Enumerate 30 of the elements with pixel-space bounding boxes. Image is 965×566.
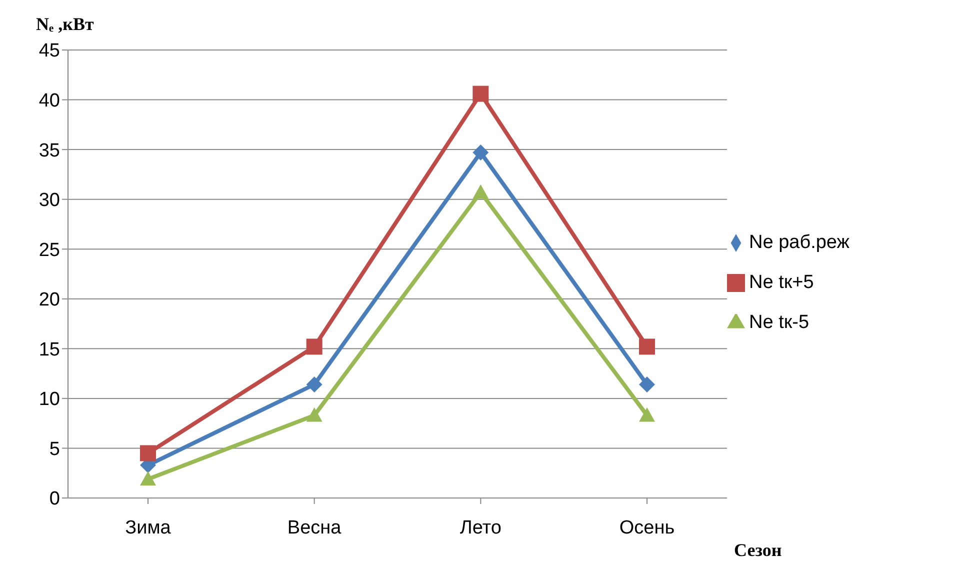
y-tick-label: 45 [38,40,60,62]
point [306,407,322,422]
legend-label: Ne раб.реж [749,232,850,253]
x-tick-label: Зима [125,517,172,538]
point [472,184,489,199]
x-tick-label: Лето [460,517,502,538]
point [472,144,489,161]
point [306,338,322,355]
x-tick-label: Весна [287,517,342,538]
y-tick-label: 20 [38,290,60,311]
y-tick-label: 15 [38,339,60,360]
point [140,445,156,462]
y-tick-label: 10 [38,389,60,410]
legend-label: Ne tк-5 [749,312,810,333]
y-tick-label: 35 [38,140,60,162]
point [306,376,322,393]
x-tick-label: Осень [619,517,675,538]
y-tick-label: 30 [38,190,60,212]
point [140,471,156,486]
point [472,86,489,102]
y-tick-label: 5 [49,438,60,460]
y-tick-label: 0 [49,488,60,510]
x-axis-title: Сезон [734,540,782,561]
legend-label: Ne tк+5 [749,272,814,293]
point [639,407,655,422]
y-axis-title: Nₑ ,кВт [36,14,94,35]
y-tick-label: 40 [38,90,60,112]
point [639,376,655,393]
point [639,338,655,355]
y-tick-label: 25 [38,240,60,261]
